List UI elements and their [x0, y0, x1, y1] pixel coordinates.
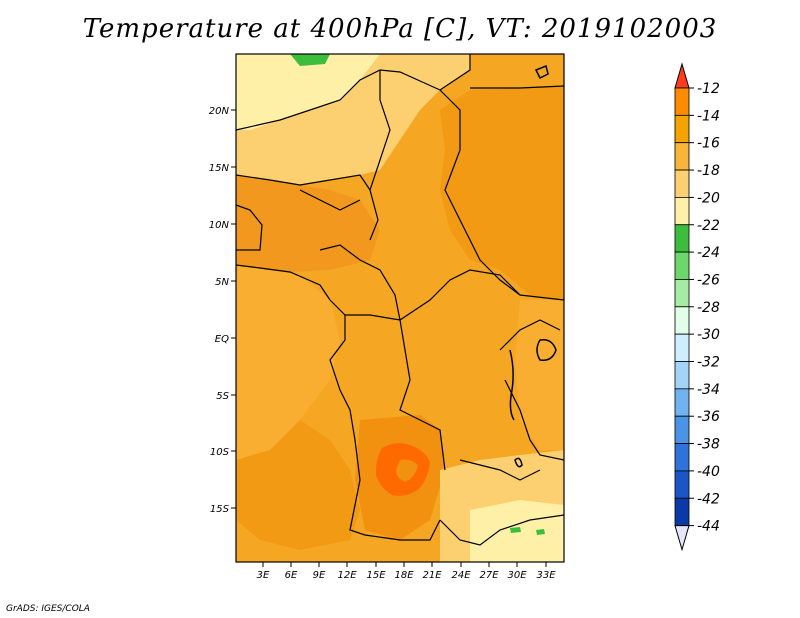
colorbar: -12 -14 -16 -18 -20 -22 -24 -26 -28 -30 -32 -34 -36 -… — [674, 62, 720, 552]
lat-label: 10S — [210, 447, 230, 458]
colorbar-swatch — [674, 470, 690, 499]
lon-label: 18E — [394, 570, 414, 581]
country-borders — [235, 54, 565, 546]
colorbar-label: -20 — [697, 190, 720, 206]
lat-label: 10N — [209, 220, 230, 231]
lon-label: 33E — [536, 570, 556, 581]
colorbar-label: -28 — [697, 300, 720, 316]
green-patch-north — [290, 54, 330, 66]
lat-label: 5S — [216, 391, 229, 402]
lat-label: 15N — [209, 163, 230, 174]
credit-text: GrADS: IGES/COLA — [6, 604, 90, 614]
colorbar-swatch — [674, 169, 690, 198]
angola-coast-region — [236, 420, 360, 550]
colorbar-swatch — [674, 443, 690, 472]
green-patch-south-2 — [536, 529, 545, 535]
colorbar-label: -22 — [697, 218, 720, 234]
sahara-cool-region — [236, 54, 380, 130]
lon-axis: 3E 6E 9E 12E 15E 18E 21E 24E 27E 30E 33E — [257, 562, 556, 581]
colorbar-swatch — [674, 142, 690, 171]
lat-label: EQ — [215, 334, 229, 345]
map-panel — [235, 53, 565, 563]
gulf-region — [236, 265, 340, 460]
colorbar-label: -24 — [697, 245, 720, 261]
lon-label: 12E — [337, 570, 357, 581]
east-africa-lakes-region — [515, 300, 564, 450]
colorbar-swatch — [674, 415, 690, 444]
lon-label: 15E — [366, 570, 386, 581]
colorbar-label: -34 — [697, 382, 720, 398]
colorbar-swatch — [674, 306, 690, 335]
colorbar-label: -16 — [697, 136, 720, 152]
colorbar-label: -14 — [697, 108, 720, 124]
lon-label: 3E — [257, 570, 270, 581]
warm-max-inner — [396, 459, 418, 482]
colorbar-label: -38 — [697, 437, 720, 453]
colorbar-swatch — [674, 388, 690, 417]
colorbar-swatch — [674, 114, 690, 144]
lat-label: 15S — [210, 504, 230, 515]
colorbar-bottom-triangle — [674, 525, 690, 552]
lon-label: 6E — [285, 570, 298, 581]
colorbar-swatch — [674, 87, 690, 116]
colorbar-label: -12 — [697, 81, 720, 97]
lon-label: 9E — [313, 570, 326, 581]
colorbar-label: -44 — [697, 519, 720, 535]
map-title: Temperature at 400hPa [C], VT: 201910200… — [82, 14, 718, 44]
colorbar-label: -42 — [697, 491, 720, 507]
lakes — [509, 64, 557, 468]
colorbar-label: -30 — [697, 327, 720, 343]
colorbar-swatch — [674, 361, 690, 390]
colorbar-label: -36 — [697, 409, 720, 425]
colorbar-label: -32 — [697, 355, 720, 371]
lon-label: 27E — [479, 570, 499, 581]
colorbar-swatch — [674, 224, 690, 253]
green-patch-south — [510, 527, 521, 533]
lon-label: 24E — [451, 570, 471, 581]
colorbar-top-triangle — [674, 62, 690, 89]
map-frame — [235, 53, 565, 563]
colorbar-swatch — [674, 251, 690, 280]
lon-label: 21E — [422, 570, 442, 581]
lat-axis: 20N 15N 10N 5N EQ 5S 10S 15S — [209, 106, 236, 515]
colorbar-swatch — [674, 333, 690, 362]
east-region — [440, 86, 564, 300]
lat-label: 5N — [215, 277, 229, 288]
lon-label: 30E — [507, 570, 527, 581]
colorbar-label: -26 — [697, 272, 720, 288]
colorbar-label: -18 — [697, 163, 720, 179]
lat-label: 20N — [209, 106, 230, 117]
colorbar-swatch — [674, 497, 690, 527]
colorbar-swatch — [674, 196, 690, 226]
colorbar-label: -40 — [697, 464, 720, 480]
colorbar-swatch — [674, 279, 690, 308]
